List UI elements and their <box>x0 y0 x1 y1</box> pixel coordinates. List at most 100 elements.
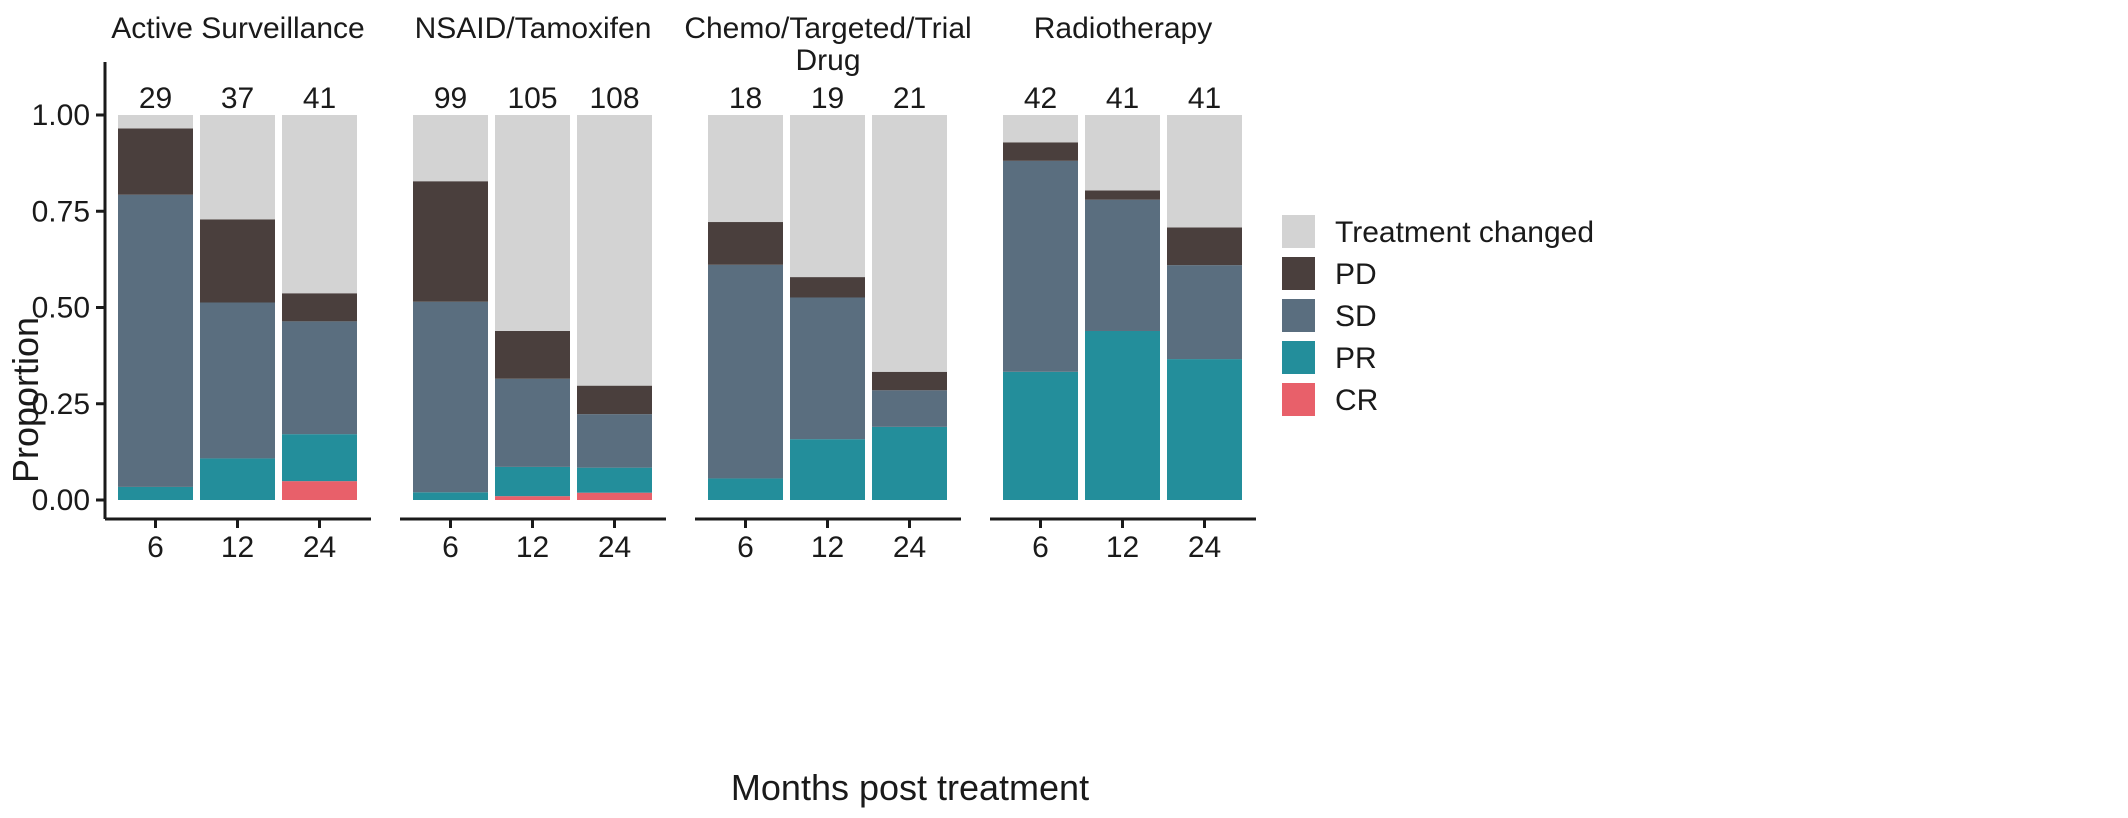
bar-segment-pr <box>577 467 652 493</box>
bar-segment-pr <box>200 458 275 500</box>
y-axis-title: Proportion <box>5 317 46 483</box>
x-tick-label: 6 <box>442 531 459 564</box>
facet-title: Drug <box>795 44 860 77</box>
count-label: 41 <box>303 82 336 115</box>
y-tick-label: 1.00 <box>32 99 90 132</box>
legend-swatch <box>1282 299 1315 332</box>
count-label: 99 <box>434 82 467 115</box>
x-tick-label: 12 <box>221 531 254 564</box>
legend-swatch <box>1282 341 1315 374</box>
bar-segment-pr <box>282 434 357 482</box>
bar-segment-pd <box>708 222 783 265</box>
x-axis-title: Months post treatment <box>731 767 1089 808</box>
bar-segment-pr <box>413 492 488 500</box>
bar-segment-pr <box>1167 359 1242 500</box>
count-label: 29 <box>139 82 172 115</box>
x-tick-label: 24 <box>303 531 336 564</box>
count-label: 19 <box>811 82 844 115</box>
legend-label: PR <box>1335 342 1377 375</box>
bar-segment-sd <box>1003 160 1078 372</box>
bar-segment-sd <box>1085 199 1160 331</box>
count-label: 41 <box>1106 82 1139 115</box>
bar-segment-sd <box>413 301 488 493</box>
legend-swatch <box>1282 257 1315 290</box>
legend-label: PD <box>1335 258 1377 291</box>
y-axis: 0.00 0.25 0.50 0.75 1.00 <box>32 62 107 519</box>
bar-segment-pd <box>577 385 652 415</box>
bar-segment-sd <box>708 264 783 479</box>
bar-segment-pd <box>413 181 488 302</box>
facet-panels: Active Surveillance 29 6 37 12 41 24 NSAID/Tamo… <box>105 12 1256 564</box>
legend-label: SD <box>1335 300 1377 333</box>
bar-segment-pr <box>872 426 947 500</box>
y-tick-label: 0.50 <box>32 292 90 325</box>
bar-segment-sd <box>200 302 275 459</box>
x-tick-label: 6 <box>737 531 754 564</box>
x-tick-label: 24 <box>1188 531 1221 564</box>
bar-segment-pr <box>495 466 570 497</box>
bar-segment-treatment-changed <box>1003 115 1078 143</box>
bar-segment-treatment-changed <box>118 115 193 129</box>
bar-segment-cr <box>495 496 570 500</box>
bar-segment-treatment-changed <box>413 115 488 182</box>
count-label: 37 <box>221 82 254 115</box>
bar-segment-pr <box>708 478 783 500</box>
bar-segment-sd <box>282 321 357 435</box>
y-tick-label: 0.00 <box>32 484 90 517</box>
bar-segment-treatment-changed <box>790 115 865 278</box>
facet-title: Radiotherapy <box>1034 12 1212 45</box>
bar-segment-pr <box>790 439 865 500</box>
bar-segment-cr <box>577 492 652 500</box>
count-label: 18 <box>729 82 762 115</box>
legend-swatch <box>1282 383 1315 416</box>
facet-panel: Active Surveillance 29 6 37 12 41 24 <box>105 12 371 564</box>
bar-segment-pr <box>1085 330 1160 500</box>
bar-segment-sd <box>1167 265 1242 360</box>
bar-segment-pd <box>1167 227 1242 266</box>
x-tick-label: 12 <box>811 531 844 564</box>
count-label: 108 <box>589 82 639 115</box>
bar-segment-sd <box>118 194 193 487</box>
legend-swatch <box>1282 215 1315 248</box>
bar-segment-pd <box>200 219 275 303</box>
y-tick-label: 0.25 <box>32 388 90 421</box>
bar-segment-treatment-changed <box>282 115 357 294</box>
bar-segment-sd <box>495 378 570 467</box>
bar-segment-pd <box>872 371 947 391</box>
count-label: 42 <box>1024 82 1057 115</box>
legend: Treatment changed PD SD PR CR <box>1282 215 1594 417</box>
bar-segment-treatment-changed <box>495 115 570 331</box>
bar-segment-pr <box>118 486 193 500</box>
x-tick-label: 24 <box>598 531 631 564</box>
facet-title: Chemo/Targeted/Trial <box>684 12 971 45</box>
legend-label: Treatment changed <box>1335 216 1594 249</box>
bar-segment-pd <box>495 330 570 379</box>
bar-segment-treatment-changed <box>200 115 275 220</box>
facet-panel: Radiotherapy 42 6 41 12 41 24 <box>990 12 1256 564</box>
facet-title: NSAID/Tamoxifen <box>415 12 652 45</box>
bar-segment-sd <box>790 297 865 440</box>
bar-segment-pd <box>282 293 357 322</box>
bar-segment-sd <box>872 390 947 427</box>
y-tick-label: 0.75 <box>32 195 90 228</box>
bar-segment-pd <box>118 128 193 195</box>
count-label: 105 <box>507 82 557 115</box>
bar-segment-sd <box>577 414 652 468</box>
legend-label: CR <box>1335 384 1378 417</box>
x-tick-label: 12 <box>1106 531 1139 564</box>
bar-segment-treatment-changed <box>577 115 652 386</box>
bar-segment-cr <box>282 481 357 500</box>
x-tick-label: 24 <box>893 531 926 564</box>
bar-segment-pd <box>1003 142 1078 161</box>
facet-title: Active Surveillance <box>111 12 364 45</box>
x-tick-label: 6 <box>1032 531 1049 564</box>
bar-segment-treatment-changed <box>872 115 947 372</box>
bar-segment-pd <box>1085 190 1160 200</box>
count-label: 41 <box>1188 82 1221 115</box>
bar-segment-pd <box>790 277 865 298</box>
count-label: 21 <box>893 82 926 115</box>
x-tick-label: 12 <box>516 531 549 564</box>
bar-segment-treatment-changed <box>708 115 783 223</box>
